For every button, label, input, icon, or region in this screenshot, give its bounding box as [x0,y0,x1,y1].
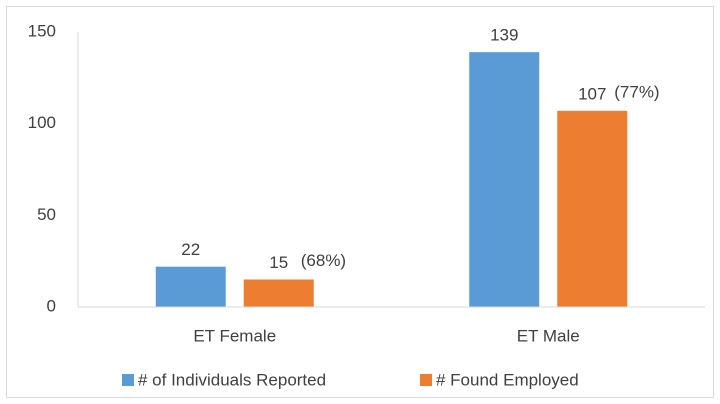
y-tick-label: 150 [28,21,56,40]
bar [557,110,628,307]
bar [155,266,226,307]
legend-label: # of Individuals Reported [138,370,326,389]
legend-label: # Found Employed [436,370,579,389]
value-label: 22 [181,240,200,259]
y-tick-label: 50 [37,205,56,224]
bar [243,279,314,307]
legend-swatch [420,374,432,386]
value-label: 139 [490,26,518,45]
value-label: 15 [269,253,288,272]
y-tick-label: 0 [47,296,56,315]
value-label: 107 [578,84,606,103]
annotation: (68%) [301,251,346,270]
annotation: (77%) [614,82,659,101]
x-tick-label: ET Male [517,326,580,345]
x-tick-label: ET Female [193,326,276,345]
legend-swatch [122,374,134,386]
y-tick-label: 100 [28,113,56,132]
bar [469,52,540,307]
